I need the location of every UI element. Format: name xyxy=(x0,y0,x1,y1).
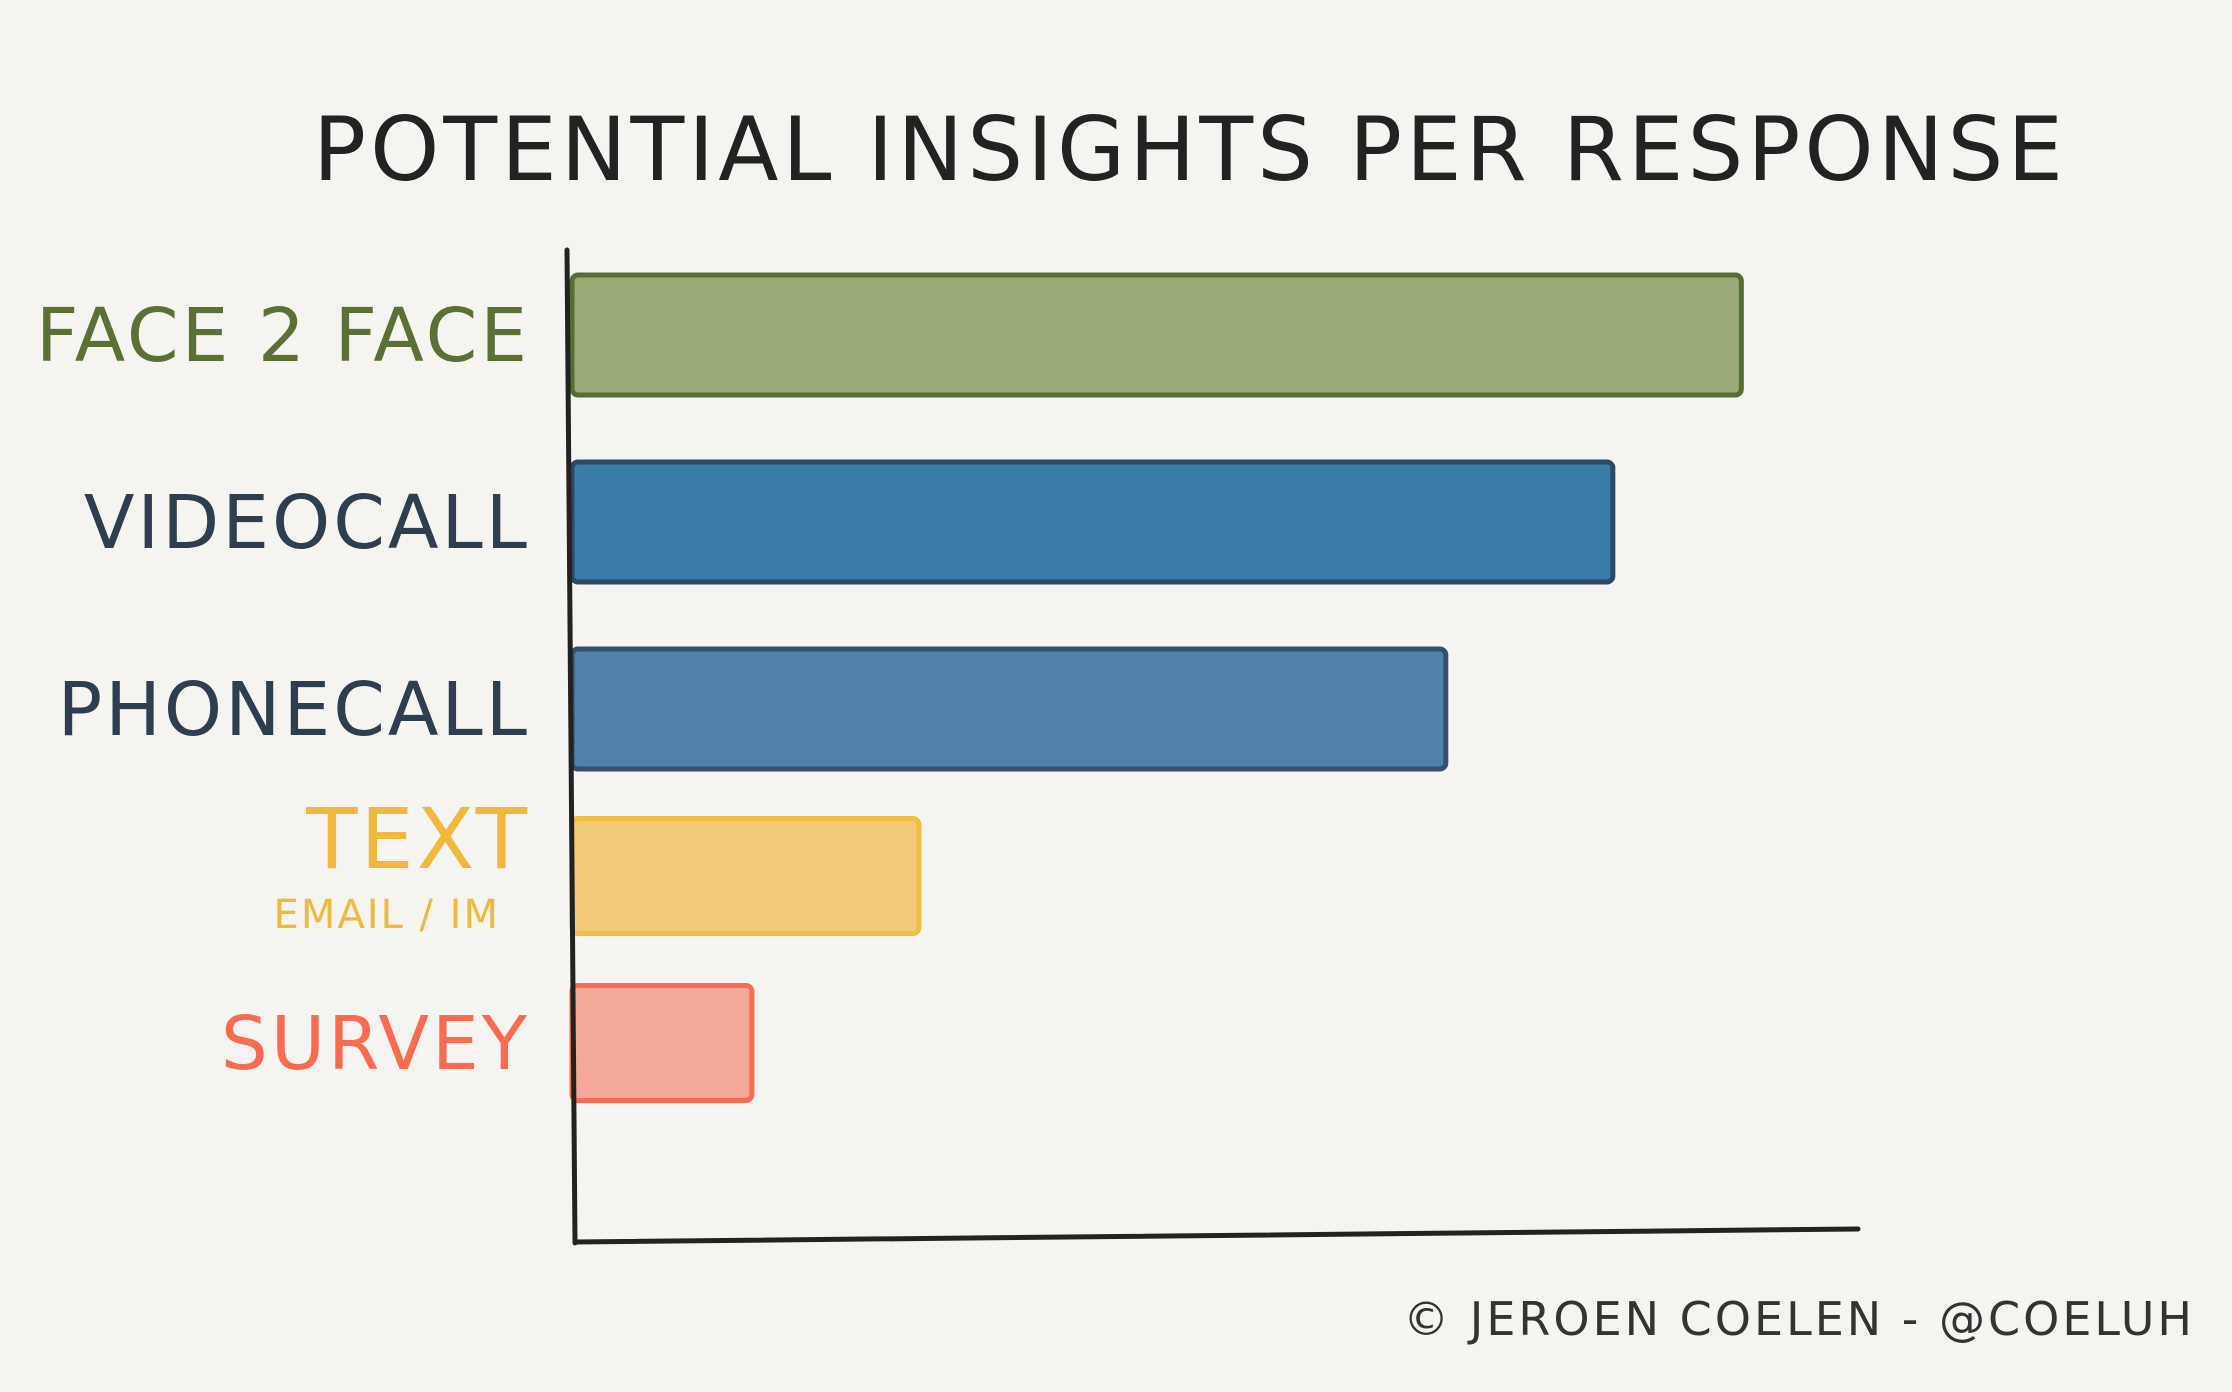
bar-face-2-face xyxy=(569,272,1744,398)
credit-text: © JEROEN COELEN - @COELUH xyxy=(1403,1292,2195,1346)
bar-phonecall xyxy=(569,646,1449,772)
category-label: SURVEY xyxy=(221,1001,530,1087)
y-axis xyxy=(564,247,578,1246)
chart-title: POTENTIAL INSIGHTS PER RESPONSE xyxy=(313,98,2067,201)
bars-layer xyxy=(569,272,1744,1103)
x-axis xyxy=(572,1226,1861,1245)
bar-survey xyxy=(569,983,755,1103)
category-sublabel: EMAIL / IM xyxy=(274,892,500,938)
category-label: FACE 2 FACE xyxy=(36,293,530,379)
bar-videocall xyxy=(569,459,1616,585)
bar-text xyxy=(569,816,922,936)
category-label: TEXT xyxy=(305,790,530,888)
category-label: PHONECALL xyxy=(58,667,530,753)
category-label: VIDEOCALL xyxy=(84,480,530,566)
